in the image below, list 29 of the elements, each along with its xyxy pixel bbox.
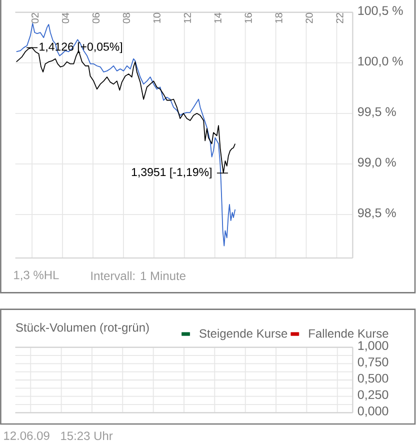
x-tick-label: 02: [32, 12, 39, 24]
x-tick-label: 14: [214, 12, 222, 23]
y-tick-label: 99,0 %: [358, 158, 396, 168]
text: Intervall: 1 Minute: [91, 271, 186, 280]
y-tick-label: 100,5 %: [358, 6, 403, 16]
x-tick-label: 04: [62, 12, 70, 24]
y-tick-label: 99,5 %: [358, 107, 396, 118]
x-tick-label: 06: [92, 12, 100, 24]
x-tick-label: 12: [184, 12, 191, 23]
x-tick-label: 16: [244, 12, 252, 23]
y-tick-label: 0,250: [358, 390, 388, 401]
x-tick-label: 08: [122, 12, 130, 24]
legend-label: Steigende Kurse: [200, 328, 288, 340]
y-tick-label: 0,750: [358, 357, 388, 368]
x-tick-label: 10: [153, 12, 160, 23]
text: 15:23 Uhr: [61, 431, 113, 440]
y-tick-label: 98,5 %: [358, 208, 396, 219]
y-tick-label: 0,000: [358, 406, 388, 417]
text: 1,3 %HL: [14, 270, 59, 281]
y-tick-label: 100,0 %: [358, 56, 403, 68]
x-tick-label: 20: [306, 12, 313, 24]
annotation: 1,3951 [-1,19%]: [132, 168, 212, 178]
chart-title: Stück-Volumen (rot-grün): [16, 322, 149, 334]
y-tick-label: 0,500: [358, 374, 388, 384]
x-tick-label: 18: [275, 12, 282, 23]
x-tick-label: 22: [336, 12, 344, 24]
text: 12.06.09: [4, 431, 50, 440]
y-tick-label: 1,000: [358, 341, 388, 352]
legend-label: Fallende Kurse: [309, 328, 388, 338]
